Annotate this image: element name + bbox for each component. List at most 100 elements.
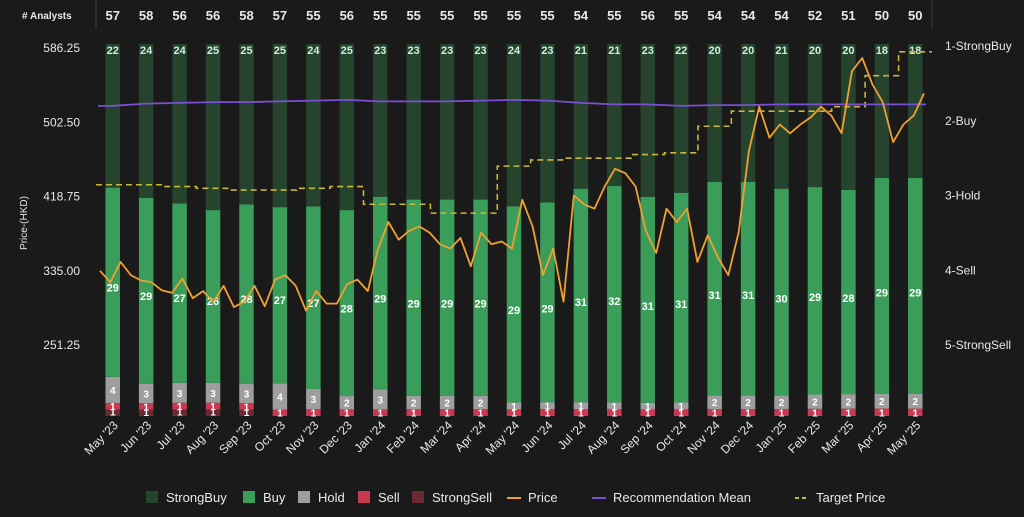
bar-strongsell <box>172 409 187 416</box>
bar-hold <box>439 395 455 410</box>
bar-strongbuy <box>673 44 689 193</box>
bar-label-strongbuy: 20 <box>742 45 754 57</box>
bar-label-hold: 2 <box>344 399 350 410</box>
bar-hold <box>573 402 589 410</box>
bar-hold <box>272 383 288 410</box>
bar-label-strongbuy: 21 <box>775 45 787 57</box>
bar-hold <box>874 393 890 409</box>
bar-sell <box>473 409 488 416</box>
bar-buy <box>105 187 120 377</box>
analyst-count: 50 <box>908 8 922 23</box>
legend-swatch <box>146 491 158 503</box>
bar-label-sell: 1 <box>779 409 785 420</box>
analyst-count: 54 <box>774 8 789 23</box>
bar-buy <box>272 207 288 384</box>
bar-label-buy: 29 <box>809 292 821 304</box>
legend-item-sell[interactable]: Sell <box>358 490 400 505</box>
legend-item-hold[interactable]: Hold <box>298 490 345 505</box>
bar-sell <box>874 408 890 416</box>
legend-item-buy[interactable]: Buy <box>243 490 286 505</box>
bar-label-sell: 1 <box>177 402 183 413</box>
analyst-count: 54 <box>741 8 756 23</box>
bar-label-buy: 29 <box>107 283 119 295</box>
bar-hold <box>540 402 555 410</box>
bar-label-strongbuy: 21 <box>575 45 587 57</box>
bar-label-hold: 3 <box>210 389 216 400</box>
bar-label-buy: 29 <box>541 303 553 315</box>
y-tick-label: 502.50 <box>43 115 80 129</box>
legend-swatch <box>298 491 310 503</box>
bar-label-sell: 1 <box>210 402 216 413</box>
bar-label-buy: 27 <box>274 295 286 307</box>
bar-hold <box>239 383 254 404</box>
bar-label-sell: 1 <box>812 408 818 419</box>
analyst-count: 55 <box>473 8 487 23</box>
bar-label-sell: 1 <box>912 408 918 419</box>
analyst-count: 51 <box>841 8 855 23</box>
bar-label-hold: 2 <box>846 397 852 408</box>
bar-label-sell: 1 <box>478 409 484 420</box>
bar-label-strongbuy: 23 <box>441 45 453 57</box>
bar-label-buy: 31 <box>642 301 654 313</box>
bar-label-sell: 1 <box>578 409 584 420</box>
bar-strongsell <box>105 409 120 416</box>
bar-strongsell <box>138 409 154 416</box>
bar-hold <box>473 395 488 410</box>
bar-strongbuy <box>339 44 355 211</box>
legend-item-strongbuy[interactable]: StrongBuy <box>146 490 227 505</box>
bar-label-buy: 31 <box>675 299 687 311</box>
bar-label-hold: 1 <box>645 402 651 413</box>
bar-strongbuy <box>105 44 120 188</box>
bar-label-strongsell: 1 <box>177 408 183 419</box>
bar-label-strongbuy: 18 <box>909 45 921 57</box>
analyst-count: 56 <box>641 8 655 23</box>
bar-buy <box>372 196 388 390</box>
rating-tick-label: 4-Sell <box>945 263 976 277</box>
bar-label-strongbuy: 23 <box>374 45 386 57</box>
bar-buy <box>841 189 856 395</box>
bar-sell <box>306 409 321 416</box>
bar-sell <box>172 402 187 410</box>
bar-sell <box>908 408 923 416</box>
legend-swatch <box>358 491 370 503</box>
bar-label-strongbuy: 22 <box>675 45 687 57</box>
bar-buy <box>640 196 656 403</box>
bar-sell <box>205 402 221 410</box>
bar-label-buy: 29 <box>441 298 453 310</box>
bar-label-buy: 29 <box>876 288 888 300</box>
bar-sell <box>138 403 154 410</box>
bar-buy <box>908 177 923 394</box>
bar-label-strongsell: 1 <box>210 408 216 419</box>
analyst-count: 56 <box>340 8 354 23</box>
analysts-header: # Analysts <box>22 11 72 22</box>
bar-hold <box>372 389 388 410</box>
bar-buy <box>138 197 154 384</box>
legend-item-recommendation-mean[interactable]: Recommendation Mean <box>592 490 751 505</box>
bar-label-hold: 2 <box>745 398 751 409</box>
bar-label-strongbuy: 20 <box>709 45 721 57</box>
analyst-count: 58 <box>139 8 153 23</box>
bar-strongbuy <box>239 44 254 205</box>
bar-label-sell: 1 <box>110 402 116 413</box>
legend-item-price[interactable]: Price <box>507 490 558 505</box>
legend-item-strongsell[interactable]: StrongSell <box>412 490 492 505</box>
bar-label-strongsell: 1 <box>143 408 149 419</box>
bar-label-hold: 2 <box>812 398 818 409</box>
bar-label-buy: 31 <box>575 297 587 309</box>
analyst-count: 57 <box>105 8 119 23</box>
bar-sell <box>640 409 656 416</box>
legend-item-target-price[interactable]: Target Price <box>795 490 885 505</box>
bar-label-strongbuy: 23 <box>408 45 420 57</box>
bar-label-strongbuy: 20 <box>842 45 854 57</box>
bar-label-sell: 1 <box>311 409 317 420</box>
analyst-count: 55 <box>306 8 320 23</box>
bar-buy <box>673 192 689 403</box>
bar-label-hold: 1 <box>578 402 584 413</box>
analyst-count: 55 <box>507 8 521 23</box>
legend-label: Buy <box>263 490 286 505</box>
bar-strongbuy <box>138 44 154 198</box>
bar-hold <box>707 395 722 410</box>
analyst-count: 55 <box>540 8 554 23</box>
